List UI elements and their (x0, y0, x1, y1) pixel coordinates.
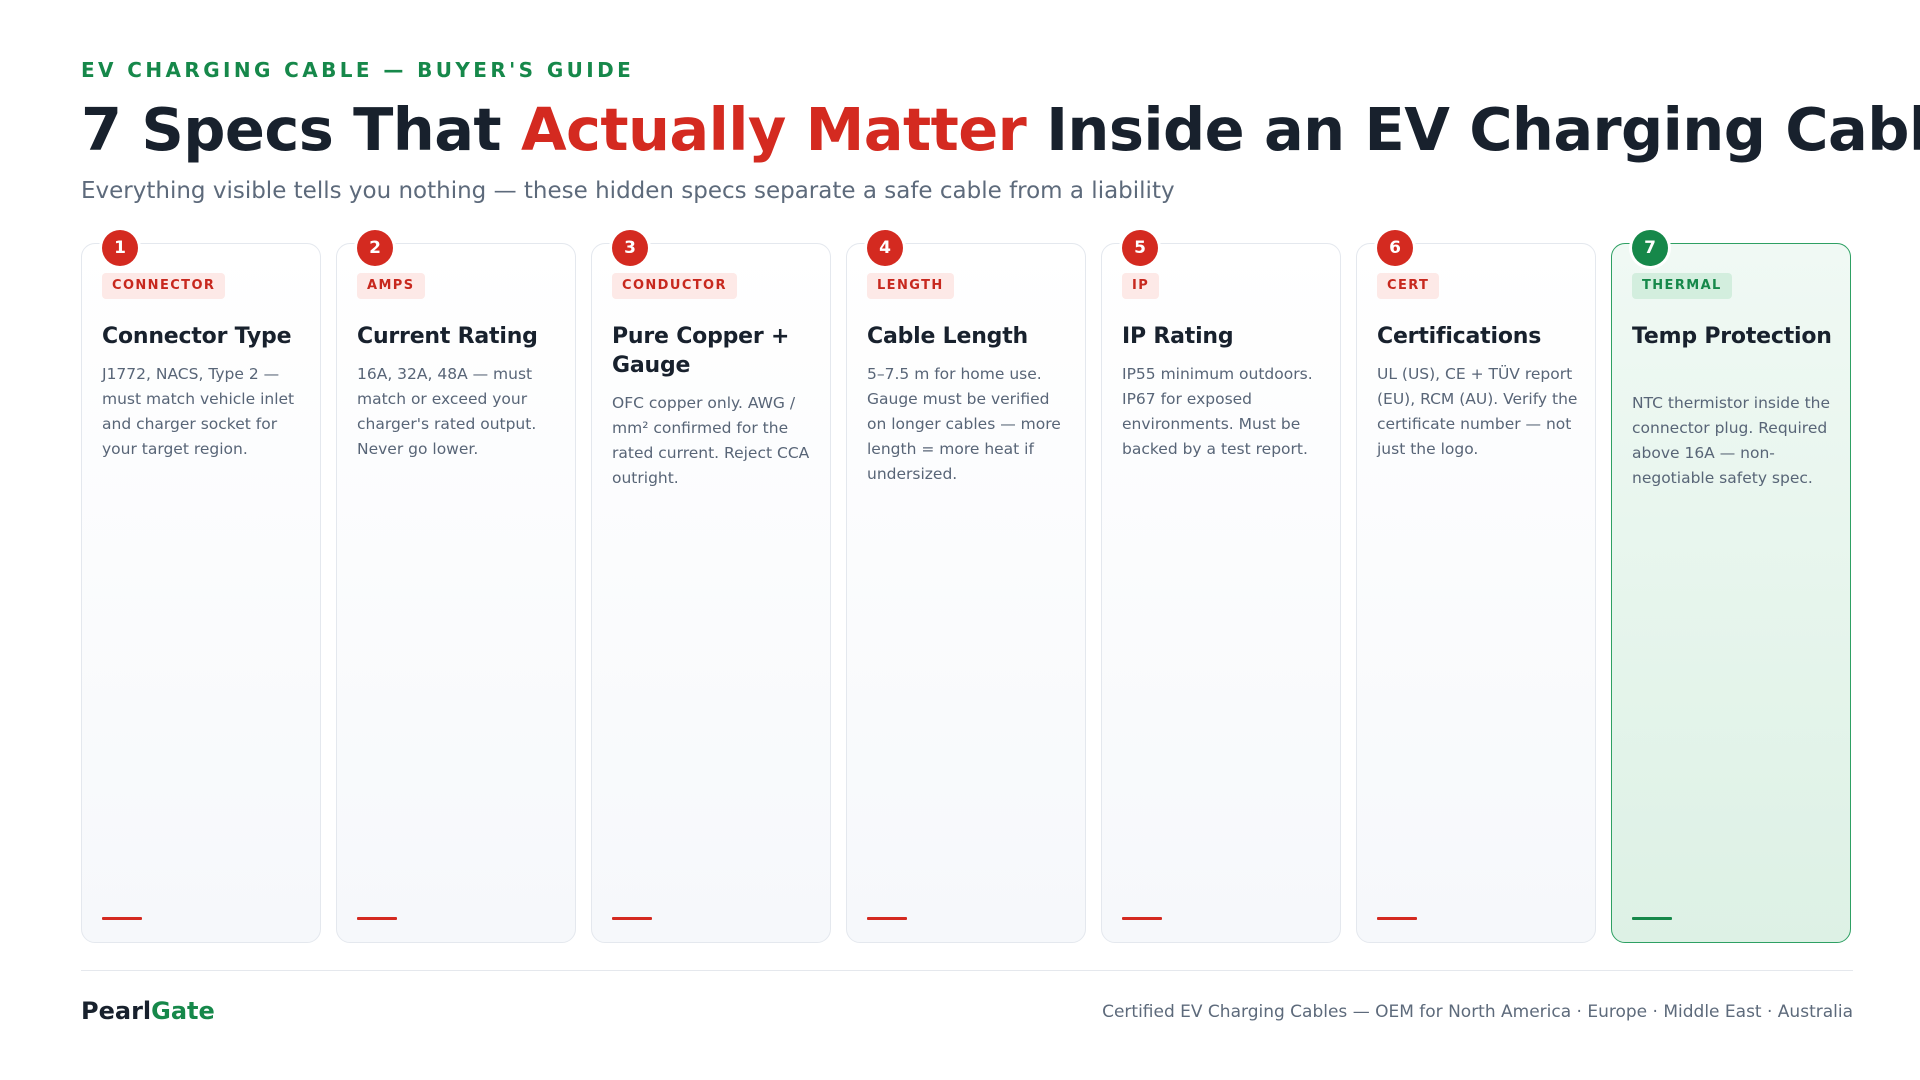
footer-tagline: Certified EV Charging Cables — OEM for N… (1102, 1002, 1853, 1022)
spec-card-thermal: 7 THERMAL Temp Protection NTC thermistor… (1611, 230, 1851, 943)
spec-card-conductor: 3 CONDUCTOR Pure Copper + Gauge OFC copp… (591, 230, 831, 943)
card-description: 5–7.5 m for home use. Gauge must be veri… (867, 365, 1061, 483)
spec-card-cert: 6 CERT Certifications UL (US), CE + TÜV … (1356, 230, 1596, 943)
card-description: IP55 minimum outdoors. IP67 for exposed … (1122, 365, 1313, 458)
card-accent-bar (1632, 917, 1672, 920)
card-accent-bar (1377, 917, 1417, 920)
card-description: NTC thermistor inside the connector plug… (1632, 394, 1831, 487)
guide-page: EV CHARGING CABLE — BUYER'S GUIDE 7 Spec… (81, 0, 1920, 1080)
card-title: Current Rating (357, 324, 538, 349)
card-accent-bar (1122, 917, 1162, 920)
spec-card-ip: 5 IP IP Rating IP55 minimum outdoors. IP… (1101, 230, 1341, 943)
card-title: Pure Copper + Gauge (612, 324, 790, 378)
card-accent-bar (867, 917, 907, 920)
card-number-badge: 3 (612, 230, 648, 266)
card-number-badge: 5 (1122, 230, 1158, 266)
spec-card-amps: 2 AMPS Current Rating 16A, 32A, 48A — mu… (336, 230, 576, 943)
card-number-badge: 6 (1377, 230, 1413, 266)
brand-logo: PearlGate (81, 997, 215, 1025)
card-title: Cable Length (867, 324, 1028, 349)
card-number-badge: 4 (867, 230, 903, 266)
spec-card-connector: 1 CONNECTOR Connector Type J1772, NACS, … (81, 230, 321, 943)
title-accent: Actually Matter (520, 95, 1027, 164)
card-number-badge: 7 (1632, 230, 1668, 266)
card-description: 16A, 32A, 48A — must match or exceed you… (357, 365, 537, 458)
brand-name-part2: Gate (151, 997, 215, 1025)
card-description: OFC copper only. AWG / mm² confirmed for… (612, 394, 810, 487)
card-title: Certifications (1377, 324, 1542, 349)
card-accent-bar (357, 917, 397, 920)
card-tag: LENGTH (867, 273, 954, 299)
card-accent-bar (612, 917, 652, 920)
page-subtitle: Everything visible tells you nothing — t… (81, 178, 1175, 204)
spec-card-length: 4 LENGTH Cable Length 5–7.5 m for home u… (846, 230, 1086, 943)
card-tag: CONNECTOR (102, 273, 226, 299)
card-title: Connector Type (102, 324, 292, 349)
card-tag: CONDUCTOR (612, 273, 737, 299)
card-description: UL (US), CE + TÜV report (EU), RCM (AU).… (1377, 365, 1578, 458)
spec-cards: 1 CONNECTOR Connector Type J1772, NACS, … (81, 230, 1853, 943)
card-description: J1772, NACS, Type 2 — must match vehicle… (102, 365, 295, 458)
card-tag: THERMAL (1632, 273, 1732, 299)
card-tag: AMPS (357, 273, 425, 299)
card-title: Temp Protection (1632, 324, 1832, 349)
card-title: IP Rating (1122, 324, 1234, 349)
footer-divider (81, 970, 1853, 971)
page-title: 7 Specs That Actually Matter Inside an E… (81, 95, 1920, 164)
eyebrow-label: EV CHARGING CABLE — BUYER'S GUIDE (81, 58, 635, 82)
card-number-badge: 1 (102, 230, 138, 266)
title-part-before: 7 Specs That (81, 95, 521, 164)
card-tag: CERT (1377, 273, 1440, 299)
card-number-badge: 2 (357, 230, 393, 266)
card-tag: IP (1122, 273, 1160, 299)
card-accent-bar (102, 917, 142, 920)
title-part-after: Inside an EV Charging Cable (1026, 95, 1920, 164)
brand-name-part1: Pearl (81, 997, 152, 1025)
